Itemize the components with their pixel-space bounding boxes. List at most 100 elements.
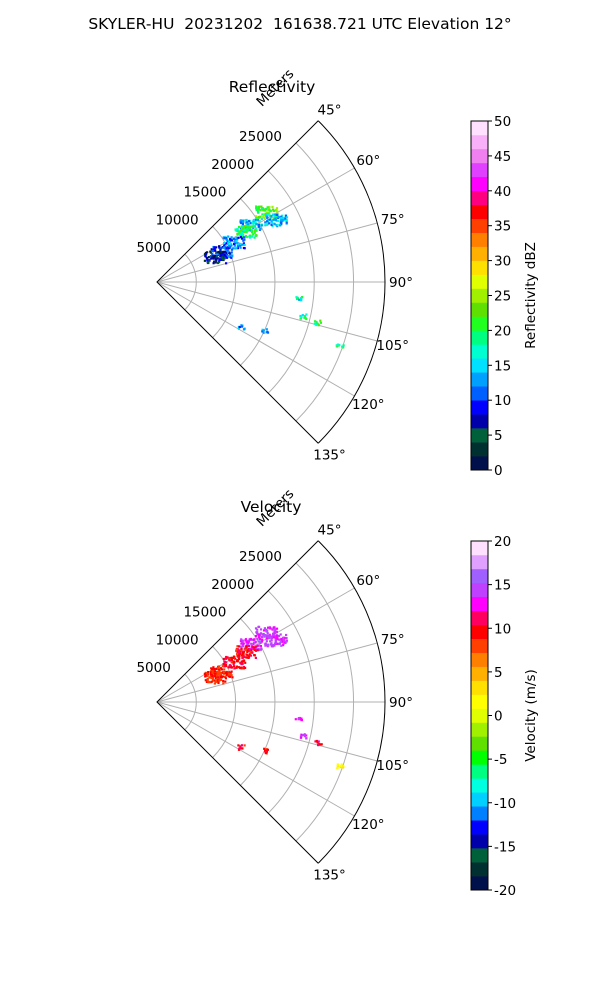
echo-pixel — [277, 215, 280, 218]
echo-pixel — [244, 225, 247, 228]
echo-pixel — [314, 740, 317, 743]
echo-pixel — [220, 675, 223, 678]
colorbar-segment — [471, 330, 488, 345]
echo-pixel — [239, 667, 242, 670]
echo-pixel — [273, 215, 276, 218]
echo-pixel — [242, 242, 245, 245]
echo-pixel — [284, 217, 287, 220]
echo-pixel — [285, 216, 289, 219]
azimuth-tick-label: 90° — [389, 275, 413, 291]
echo-pixel — [224, 680, 227, 683]
colorbar-segment — [471, 764, 488, 779]
echo-pixel — [242, 221, 245, 224]
echo-pixel — [254, 649, 258, 652]
echo-pixel — [285, 633, 288, 637]
colorbar-segment — [471, 386, 488, 401]
colorbar-segment — [471, 778, 488, 793]
echo-pixel — [222, 657, 225, 661]
echo-pixel — [263, 627, 266, 630]
echo-pixel — [240, 645, 243, 648]
colorbar-segment — [471, 708, 488, 723]
echo-pixel — [280, 222, 283, 225]
echo-pixel — [242, 642, 245, 645]
echo-pixel — [211, 674, 214, 677]
echo-pixel — [236, 247, 239, 250]
colorbar-tick-label: -10 — [494, 796, 516, 812]
echo-pixel — [233, 665, 236, 668]
echo-pixel — [267, 644, 270, 647]
echo-pixel — [228, 675, 232, 678]
echo-pixel — [247, 639, 250, 643]
echo-pixel — [209, 673, 212, 676]
echo-pixel — [230, 659, 234, 662]
echo-pixel — [255, 631, 258, 634]
echo-pixel — [266, 331, 270, 334]
echo-pixel — [272, 209, 275, 213]
echo-pixel — [275, 634, 278, 637]
echo-pixel — [274, 217, 277, 220]
echo-pixel — [246, 226, 249, 229]
echo-pixel — [224, 675, 227, 678]
echo-pixel — [239, 662, 242, 665]
echo-pixel — [294, 718, 297, 721]
echo-pixel — [252, 638, 255, 641]
echo-pixel — [259, 208, 262, 212]
echo-pixel — [243, 230, 246, 234]
echo-pixel — [300, 298, 303, 301]
echo-pixel — [259, 628, 263, 631]
echo-pixel — [242, 665, 245, 669]
colorbar-tick-label: -5 — [494, 752, 507, 768]
echo-pixel — [237, 744, 240, 747]
echo-pixel — [222, 680, 225, 683]
colorbar-segment — [471, 568, 488, 584]
echo-pixel — [220, 253, 224, 256]
echo-pixel — [265, 630, 268, 633]
echo-pixel — [265, 213, 268, 216]
colorbar-segment — [471, 876, 488, 891]
echo-pixel — [235, 241, 238, 244]
echo-pixel — [340, 763, 343, 766]
echo-pixel — [204, 255, 207, 258]
colorbar-tick-label: 15 — [494, 578, 511, 594]
echo-pixel — [261, 213, 264, 216]
wedge-edge — [156, 540, 319, 864]
echo-pixel — [250, 649, 253, 652]
polar-frame — [156, 540, 386, 864]
echo-pixel — [218, 665, 221, 668]
echo-pixel — [207, 261, 210, 264]
echo-pixel — [255, 215, 258, 218]
echo-pixel — [229, 238, 232, 241]
echo-pixel — [245, 227, 248, 230]
echo-pixel — [257, 206, 260, 209]
echo-pixel — [272, 626, 275, 629]
colorbar-segment — [471, 246, 488, 261]
echo-pixel — [223, 257, 226, 260]
echo-pixel — [269, 214, 272, 217]
echo-pixel — [206, 677, 209, 680]
echo-pixel — [216, 257, 219, 260]
echo-pixel — [223, 246, 226, 250]
echo-pixel — [272, 208, 275, 211]
azimuth-tick-label: 120° — [352, 397, 385, 413]
echo-pixel — [240, 744, 243, 747]
echo-pixel — [223, 242, 226, 245]
azimuth-tick-label: 60° — [356, 153, 380, 169]
echo-pixel — [218, 679, 221, 682]
echo-pixel — [214, 680, 217, 684]
echo-pixel — [254, 220, 257, 223]
echo-pixel — [282, 642, 285, 645]
colorbar-segment — [471, 316, 488, 331]
colorbar-tick-label: -20 — [494, 883, 516, 899]
echo-pixel — [268, 206, 271, 209]
echo-pixel — [234, 229, 238, 232]
echo-pixel — [255, 205, 258, 208]
colorbar-segment — [471, 358, 488, 373]
echo-pixel — [244, 661, 247, 664]
echo-pixel — [264, 750, 268, 753]
echo-pixel — [319, 321, 322, 324]
range-tick-labels: 5000 10000 15000 20000 25000 — [136, 549, 282, 676]
echo-pixel — [266, 216, 269, 219]
echo-pixel — [272, 643, 275, 647]
echo-pixel — [252, 223, 255, 226]
echo-pixel — [208, 676, 211, 679]
